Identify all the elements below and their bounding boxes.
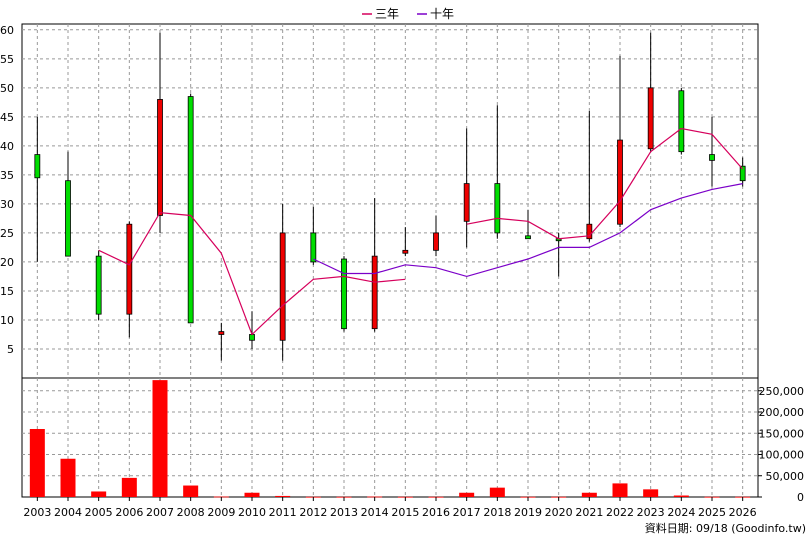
candle-body — [341, 258, 347, 330]
price-tick-label: 40 — [0, 140, 14, 153]
volume-bar — [121, 477, 137, 497]
x-tick-label: 2026 — [729, 506, 757, 519]
price-tick-label: 25 — [0, 227, 14, 240]
candle-body — [739, 165, 746, 182]
candle-body — [709, 154, 715, 161]
price-tick-label: 50 — [0, 82, 14, 95]
x-tick-label: 2005 — [85, 506, 113, 519]
volume-bar — [183, 485, 199, 497]
candle-body — [494, 183, 501, 234]
volume-bar — [459, 492, 475, 497]
volume-bar — [489, 487, 505, 497]
price-tick-label: 45 — [0, 111, 14, 124]
volume-bar — [643, 489, 659, 497]
volume-bar — [244, 492, 260, 497]
volume-tick-label: 50,000 — [766, 470, 805, 483]
x-tick-label: 2003 — [23, 506, 51, 519]
price-tick-label: 30 — [0, 198, 14, 211]
candle-body — [187, 96, 194, 324]
x-tick-label: 2025 — [698, 506, 726, 519]
x-tick-label: 2013 — [330, 506, 358, 519]
volume-bar — [612, 483, 628, 497]
x-tick-label: 2014 — [361, 506, 389, 519]
x-tick-label: 2010 — [238, 506, 266, 519]
legend-label-0: 三年 — [375, 7, 399, 21]
x-tick-label: 2020 — [545, 506, 573, 519]
volume-panel: 0 50,000 100,000 150,000 200,000 250,000 — [21, 377, 805, 504]
volume-bar — [152, 380, 168, 497]
legend-label-1: 十年 — [430, 7, 454, 21]
ma-line-1 — [313, 183, 743, 278]
price-tick-label: 35 — [0, 169, 14, 182]
volume-bar — [213, 496, 229, 498]
x-tick-label: 2019 — [514, 506, 542, 519]
candle-body — [463, 183, 470, 222]
price-tick-label: 5 — [7, 343, 14, 356]
price-tick-label: 10 — [0, 314, 14, 327]
candle-body — [218, 331, 225, 335]
x-tick-label: 2012 — [299, 506, 327, 519]
legend: 三年 十年 — [362, 7, 454, 21]
price-tick-label: 60 — [0, 24, 14, 37]
x-tick-label: 2008 — [177, 506, 205, 519]
volume-bar — [60, 458, 76, 497]
x-tick-label: 2004 — [54, 506, 82, 519]
volume-bar — [673, 495, 689, 497]
x-tick-label: 2023 — [637, 506, 665, 519]
candle-body — [249, 334, 255, 341]
volume-plot-area — [21, 377, 759, 498]
candle-body — [617, 139, 623, 225]
footer-text: 資料日期: 09/18 (Goodinfo.tw) — [645, 521, 806, 535]
volume-bar — [91, 491, 107, 497]
candle-body — [157, 99, 163, 216]
candle-body — [525, 235, 531, 240]
volume-bar — [275, 495, 291, 497]
x-tick-label: 2006 — [115, 506, 143, 519]
candle-body — [586, 223, 593, 240]
volume-bar — [581, 492, 597, 497]
candle-body — [310, 232, 317, 263]
price-plot-area — [21, 23, 759, 379]
candle-body — [678, 90, 685, 153]
volume-tick-label: 100,000 — [759, 449, 805, 462]
price-panel: 5 10 15 20 25 30 35 40 45 50 55 60 — [0, 23, 759, 379]
candle-body — [402, 249, 409, 254]
candle-body — [371, 255, 378, 330]
candle-body — [95, 255, 102, 315]
x-tick-label: 2011 — [269, 506, 297, 519]
price-tick-label: 20 — [0, 256, 14, 269]
volume-tick-label: 150,000 — [759, 427, 805, 440]
candle-body — [126, 223, 133, 315]
x-axis: 2003 2004 2005 2006 2007 2008 2009 2010 2011 2012… — [23, 497, 757, 519]
volume-bar — [29, 429, 45, 497]
candle-body — [433, 232, 439, 251]
volume-bar — [367, 496, 383, 498]
x-tick-label: 2024 — [667, 506, 695, 519]
price-tick-label: 55 — [0, 53, 14, 66]
x-tick-label: 2022 — [606, 506, 634, 519]
candle-body — [647, 87, 654, 150]
x-tick-label: 2021 — [575, 506, 603, 519]
x-tick-label: 2016 — [422, 506, 450, 519]
x-tick-label: 2018 — [483, 506, 511, 519]
volume-tick-label: 0 — [797, 491, 804, 504]
x-tick-label: 2015 — [391, 506, 419, 519]
volume-tick-label: 250,000 — [759, 385, 805, 398]
volume-tick-label: 200,000 — [759, 406, 805, 419]
candle-body — [279, 232, 286, 341]
price-tick-label: 15 — [0, 285, 14, 298]
x-tick-label: 2017 — [453, 506, 481, 519]
x-tick-label: 2009 — [207, 506, 235, 519]
candle-body — [65, 180, 71, 257]
x-tick-label: 2007 — [146, 506, 174, 519]
ma-line-0 — [98, 127, 744, 336]
candle-body — [34, 154, 41, 179]
